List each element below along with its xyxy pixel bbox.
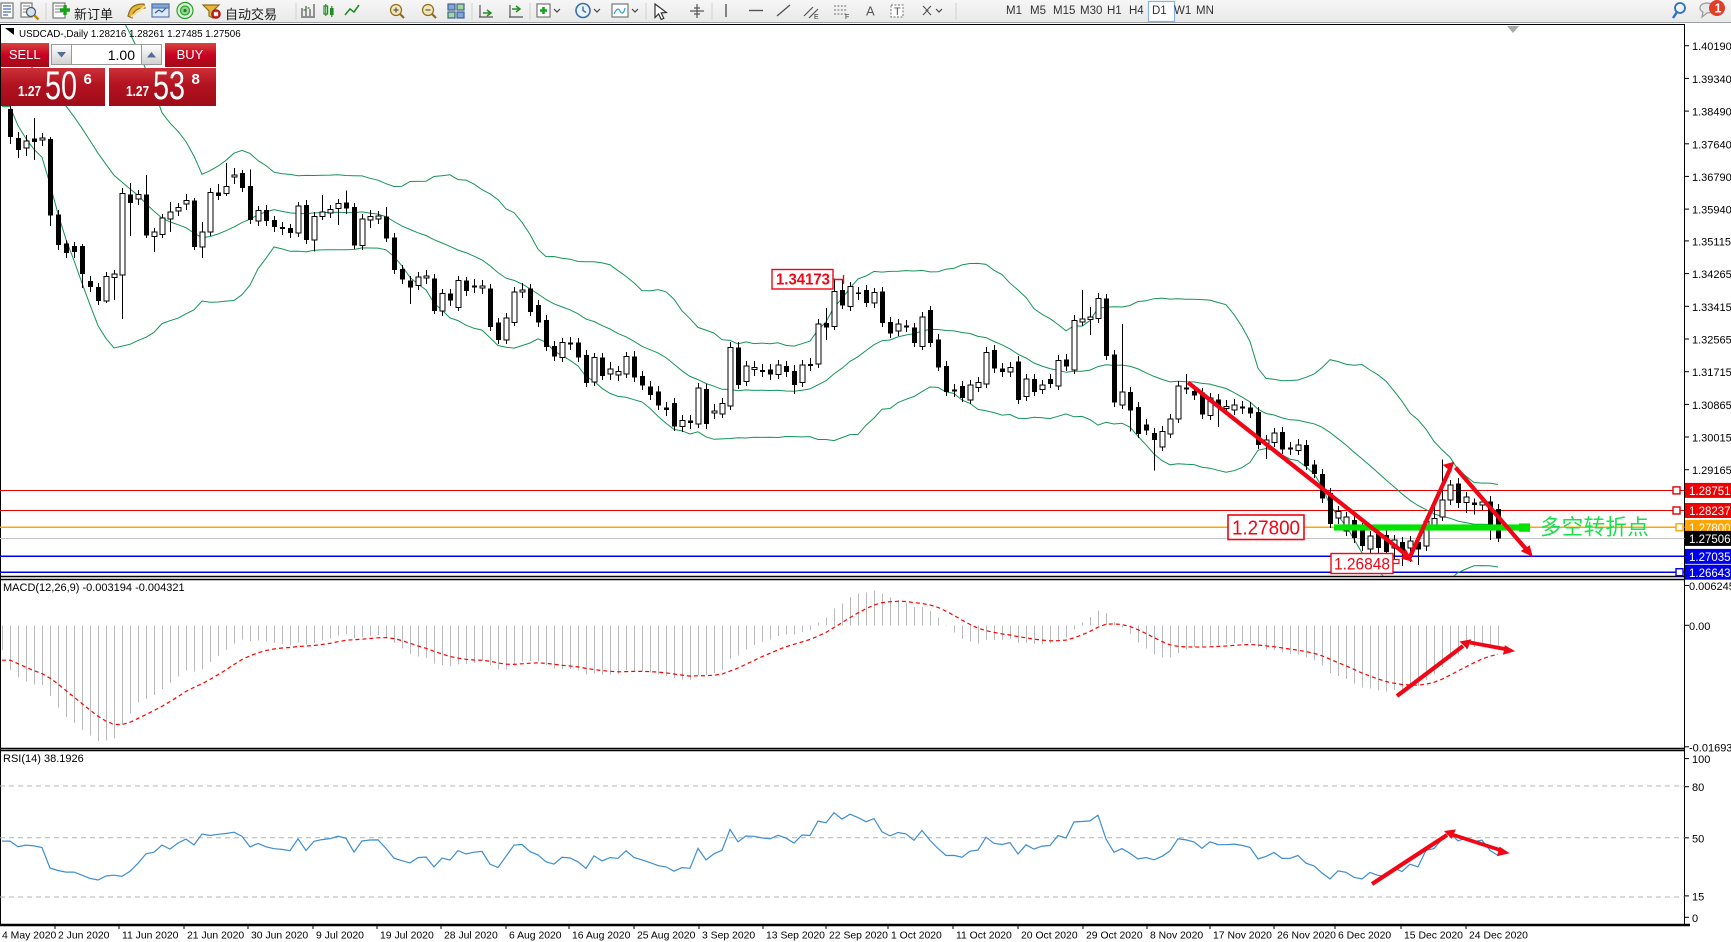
svg-text:17 Nov 2020: 17 Nov 2020: [1213, 931, 1272, 942]
svg-text:8 Nov 2020: 8 Nov 2020: [1150, 931, 1203, 942]
svg-text:6 Dec 2020: 6 Dec 2020: [1338, 931, 1391, 942]
svg-text:1.30015: 1.30015: [1692, 433, 1731, 445]
svg-text:1.29165: 1.29165: [1692, 465, 1731, 477]
svg-text:80: 80: [1692, 782, 1704, 794]
svg-text:1.28751: 1.28751: [1689, 486, 1731, 498]
svg-text:25 Aug 2020: 25 Aug 2020: [637, 931, 696, 942]
svg-text:1.28237: 1.28237: [1689, 506, 1731, 518]
svg-text:9 Jul 2020: 9 Jul 2020: [316, 931, 364, 942]
svg-text:-0.016933: -0.016933: [1689, 742, 1731, 754]
svg-text:100: 100: [1692, 754, 1710, 766]
svg-text:F: F: [845, 14, 849, 21]
svg-text:1.34173: 1.34173: [776, 272, 830, 289]
svg-text:1.27035: 1.27035: [1689, 552, 1731, 564]
svg-text:1.27800: 1.27800: [1232, 517, 1300, 540]
svg-text:0: 0: [1692, 913, 1698, 925]
svg-text:1.27506: 1.27506: [1689, 534, 1731, 546]
svg-text:29 Oct 2020: 29 Oct 2020: [1086, 931, 1143, 942]
svg-text:2 Jun 2020: 2 Jun 2020: [58, 931, 110, 942]
svg-text:3 Sep 2020: 3 Sep 2020: [702, 931, 755, 942]
svg-text:28 Jul 2020: 28 Jul 2020: [444, 931, 498, 942]
svg-text:0.006245: 0.006245: [1689, 581, 1731, 593]
svg-text:1.35940: 1.35940: [1692, 205, 1731, 217]
svg-text:1.34265: 1.34265: [1692, 269, 1731, 281]
svg-text:1.26848: 1.26848: [1334, 555, 1390, 574]
svg-text:4 May 2020: 4 May 2020: [2, 931, 57, 942]
svg-text:1.31715: 1.31715: [1692, 367, 1731, 379]
svg-text:1.26643: 1.26643: [1689, 568, 1731, 580]
svg-text:22 Sep 2020: 22 Sep 2020: [829, 931, 888, 942]
svg-text:50: 50: [1692, 833, 1704, 845]
svg-text:1.35115: 1.35115: [1692, 236, 1731, 248]
svg-text:6 Aug 2020: 6 Aug 2020: [509, 931, 562, 942]
svg-text:1: 1: [1715, 2, 1722, 16]
svg-text:30 Jun 2020: 30 Jun 2020: [251, 931, 308, 942]
svg-text:13 Sep 2020: 13 Sep 2020: [766, 931, 825, 942]
svg-text:15: 15: [1692, 891, 1704, 903]
svg-text:16 Aug 2020: 16 Aug 2020: [572, 931, 631, 942]
svg-text:1.38490: 1.38490: [1692, 107, 1731, 119]
svg-text:1.30865: 1.30865: [1692, 400, 1731, 412]
svg-text:1.33415: 1.33415: [1692, 302, 1731, 314]
svg-text:1.39340: 1.39340: [1692, 74, 1731, 86]
svg-text:1.36790: 1.36790: [1692, 172, 1731, 184]
svg-text:RSI(14) 38.1926: RSI(14) 38.1926: [3, 753, 84, 765]
svg-text:0.00: 0.00: [1689, 621, 1710, 633]
svg-text:多空转折点: 多空转折点: [1540, 516, 1649, 540]
svg-text:T: T: [894, 6, 901, 18]
svg-text:20 Oct 2020: 20 Oct 2020: [1021, 931, 1078, 942]
svg-text:11 Oct 2020: 11 Oct 2020: [956, 931, 1012, 942]
svg-text:E: E: [814, 14, 819, 21]
svg-text:USDCAD-,Daily 1.28216 1.28261: USDCAD-,Daily 1.28216 1.28261 1.27485 1.…: [19, 29, 241, 40]
svg-text:15 Dec 2020: 15 Dec 2020: [1404, 931, 1463, 942]
svg-text:A: A: [866, 4, 875, 19]
svg-text:1.40190: 1.40190: [1692, 41, 1731, 53]
svg-text:1.32565: 1.32565: [1692, 335, 1731, 347]
svg-text:26 Nov 2020: 26 Nov 2020: [1277, 931, 1336, 942]
svg-text:11 Jun 2020: 11 Jun 2020: [122, 931, 179, 942]
svg-text:1 Oct 2020: 1 Oct 2020: [891, 931, 942, 942]
svg-text:24 Dec 2020: 24 Dec 2020: [1469, 931, 1528, 942]
svg-text:1.37640: 1.37640: [1692, 139, 1731, 151]
svg-text:MACD(12,26,9) -0.003194 -0.004: MACD(12,26,9) -0.003194 -0.004321: [3, 582, 185, 594]
svg-text:21 Jun 2020: 21 Jun 2020: [187, 931, 244, 942]
svg-text:19 Jul 2020: 19 Jul 2020: [380, 931, 434, 942]
